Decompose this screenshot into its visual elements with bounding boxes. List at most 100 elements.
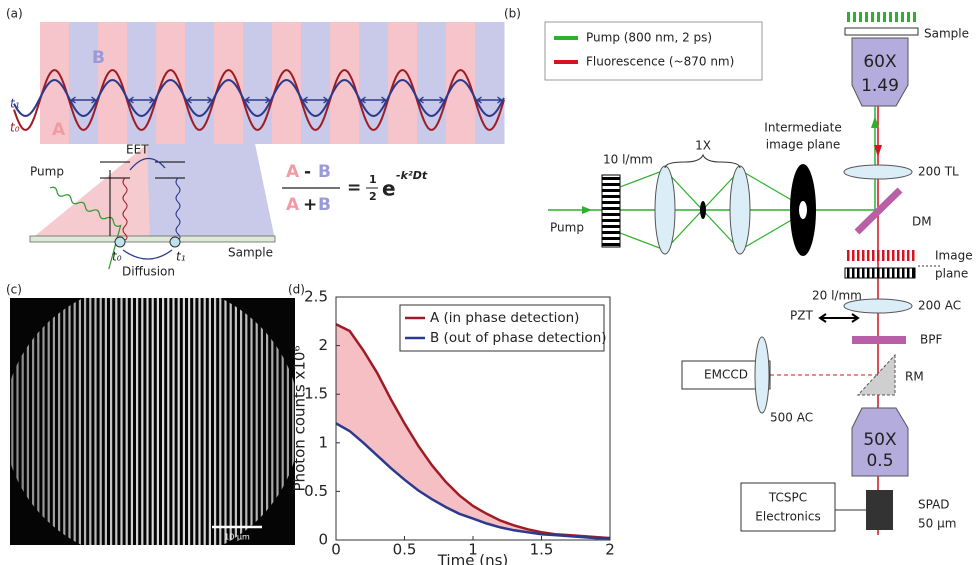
flow-arrow xyxy=(186,96,213,104)
emission xyxy=(175,177,181,241)
flow-arrow xyxy=(128,96,155,104)
fringe xyxy=(198,298,201,545)
fringe xyxy=(78,298,81,545)
grating-line xyxy=(901,12,904,22)
flow-arrow xyxy=(360,96,387,104)
grating-line xyxy=(913,12,916,22)
stripe xyxy=(185,22,215,144)
wave-label: t₀ xyxy=(10,121,20,135)
grating-line xyxy=(871,12,874,22)
stripe xyxy=(417,22,447,144)
stripe xyxy=(330,22,360,144)
arrow xyxy=(874,145,882,157)
fringe xyxy=(250,298,253,545)
grating-frame xyxy=(601,174,621,248)
grating-line xyxy=(912,268,915,278)
sample-label: Sample xyxy=(228,246,273,260)
grating xyxy=(601,174,621,248)
stripe xyxy=(475,22,505,144)
optic-label: Image xyxy=(935,249,973,263)
fringe xyxy=(245,298,248,545)
optic-label: image plane xyxy=(766,138,840,152)
emission xyxy=(122,177,128,241)
fringe xyxy=(120,298,123,545)
grating-line xyxy=(877,12,880,22)
sample-label: Sample xyxy=(924,27,969,41)
equation: A - B A + B = 1 2 e -k²Dt xyxy=(282,162,428,215)
optic-label: TCSPC xyxy=(768,491,807,505)
flow-arrow xyxy=(476,96,503,104)
grating-line xyxy=(889,12,892,22)
panel-label: (d) xyxy=(288,283,305,297)
grating-line xyxy=(867,250,870,261)
grating-line xyxy=(602,237,620,240)
y-tick-label: 0.5 xyxy=(304,482,328,500)
grating-line xyxy=(882,250,885,261)
stripe xyxy=(127,22,157,144)
fringe xyxy=(177,298,180,545)
optic-label: 10 l/mm xyxy=(603,153,653,167)
optic-label: BPF xyxy=(920,333,942,347)
fringe xyxy=(156,298,159,545)
fringe xyxy=(266,298,269,545)
optic-label: 200 AC xyxy=(918,299,961,313)
aperture-hole xyxy=(799,201,807,219)
objective-label: 60X xyxy=(863,52,897,72)
fringe xyxy=(73,298,76,545)
grating-line xyxy=(602,243,620,246)
fringe xyxy=(94,298,97,545)
fringes xyxy=(11,298,295,545)
lens xyxy=(654,165,676,255)
grating xyxy=(847,12,916,22)
optic-label: 200 TL xyxy=(918,165,959,179)
fringe xyxy=(115,298,118,545)
stripe xyxy=(359,22,389,144)
diffusion-arrow xyxy=(122,249,173,260)
panel-label: (a) xyxy=(6,7,23,21)
fringe xyxy=(271,298,274,545)
optic-label: DM xyxy=(912,215,932,229)
eet-label: EET xyxy=(126,143,149,157)
stripe xyxy=(272,22,302,144)
region-label: B xyxy=(92,48,105,68)
flow-arrow xyxy=(418,96,445,104)
grating-line xyxy=(865,12,868,22)
fringe xyxy=(224,298,227,545)
x-axis-label: Time (ns) xyxy=(437,552,509,565)
stripe xyxy=(243,22,273,144)
panel-label: (c) xyxy=(6,283,22,297)
grating-line xyxy=(602,189,620,192)
y-tick-label: 2.5 xyxy=(304,288,328,306)
eq-base: e xyxy=(382,177,396,201)
optic-label: plane xyxy=(935,267,968,281)
optic-label: Pump xyxy=(550,221,584,235)
electronics xyxy=(740,482,836,532)
chart: 0 0.5 1 1.5 2 2.5 0 0.5 1 1.5 2 Time (ns) Photon cou… xyxy=(291,288,615,565)
optic-label: 500 AC xyxy=(770,411,813,425)
fringe xyxy=(21,298,24,545)
grating-line xyxy=(907,12,910,22)
grating xyxy=(844,250,916,279)
legend-label: Fluorescence (~870 nm) xyxy=(586,55,734,69)
optic-label: 20 l/mm xyxy=(812,289,862,303)
grating-line xyxy=(887,250,890,261)
pzt-arrow xyxy=(818,313,860,323)
sample-bar xyxy=(29,235,276,243)
fringe xyxy=(260,298,263,545)
fringe xyxy=(167,298,170,545)
fringe xyxy=(276,298,279,545)
fringe xyxy=(286,298,289,545)
fringe xyxy=(208,298,211,545)
grating-line xyxy=(907,268,910,278)
grating-line xyxy=(872,250,875,261)
grating-line xyxy=(602,177,620,180)
eq-half: 1 xyxy=(369,173,377,186)
fringe xyxy=(172,298,175,545)
optic-label: EMCCD xyxy=(704,368,748,382)
eq-equals: = xyxy=(347,178,361,198)
fringe xyxy=(89,298,92,545)
grating-line xyxy=(877,250,880,261)
fringe xyxy=(229,298,232,545)
flow-arrow xyxy=(70,96,97,104)
fringe xyxy=(240,298,243,545)
